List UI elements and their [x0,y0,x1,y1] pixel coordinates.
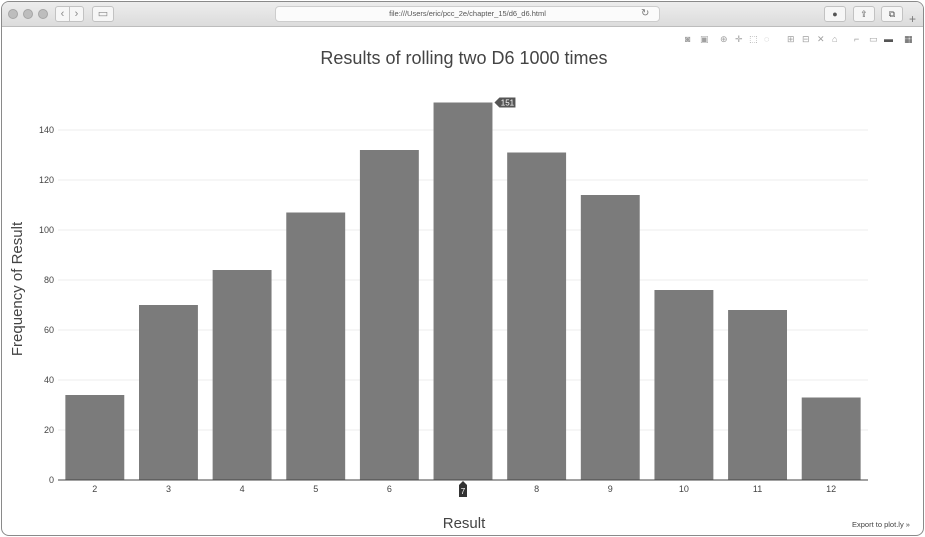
x-axis-ticks: 2 3 4 5 6 8 9 10 11 12 [92,484,836,494]
zoom-icon[interactable]: ⊕ [720,34,728,44]
sidebar-icon: ▭ [97,8,109,20]
x-tick-label: 12 [826,484,836,494]
sidebar-button[interactable]: ▭ [92,6,114,22]
bar[interactable] [139,305,198,480]
y-tick-label: 120 [39,175,54,185]
share-button[interactable]: ⇪ [853,6,875,22]
address-bar[interactable]: file:///Users/eric/pcc_2e/chapter_15/d6_… [275,6,660,22]
bar[interactable] [654,290,714,480]
y-tick-label: 140 [39,125,54,135]
pan-icon[interactable]: ✛ [735,34,743,44]
x-tick-label: 10 [679,484,689,494]
export-link[interactable]: Export to plot.ly » [852,520,910,529]
bar[interactable] [801,397,861,481]
bar[interactable] [507,152,567,481]
hover-value-box [494,97,516,108]
bar[interactable] [728,310,787,480]
zoom-out-icon[interactable]: ⊟ [802,34,810,44]
chevron-right-icon: › [74,8,79,20]
minimize-window-button[interactable] [23,9,33,19]
hover-category-label: 7 [461,487,466,496]
hover-value-label: 151 [501,99,515,108]
hover-closest-icon[interactable]: ▭ [869,34,878,44]
x-axis-title: Result [443,515,486,532]
x-tick-label: 4 [240,484,245,494]
new-tab-button[interactable]: + [909,12,917,26]
x-tick-label: 9 [608,484,613,494]
zoom-window-button[interactable] [38,9,48,19]
tabs-button[interactable]: ⧉ [881,6,903,22]
back-button[interactable]: ‹ [55,6,70,22]
bar[interactable] [286,212,346,481]
y-axis-ticks: 0 20 40 60 80 100 120 140 [39,125,54,485]
bar[interactable] [433,102,493,481]
y-axis-title: Frequency of Result [9,221,26,356]
reload-icon[interactable]: ↻ [641,8,650,19]
y-tick-label: 0 [49,475,54,485]
title-bar: ‹ › ▭ file:///Users/eric/pcc_2e/chapter_… [2,2,923,27]
x-tick-label: 3 [166,484,171,494]
box-select-icon[interactable]: ⬚ [749,34,758,44]
bar[interactable] [65,395,125,480]
x-tick-label: 8 [534,484,539,494]
zoom-in-icon[interactable]: ⊞ [787,34,795,44]
share-icon: ⇪ [860,9,868,19]
save-icon[interactable]: ▣ [700,34,709,44]
x-tick-label: 6 [387,484,392,494]
close-window-button[interactable] [8,9,18,19]
autoscale-icon[interactable]: ✕ [817,34,825,44]
plotly-logo-icon[interactable]: ▦ [904,34,913,44]
downloads-button[interactable]: ● [824,6,846,22]
camera-icon[interactable]: ◙ [685,34,691,44]
x-tick-label: 11 [753,484,762,494]
tabs-icon: ⧉ [888,9,896,19]
spike-icon[interactable]: ⌐ [854,34,860,44]
hover-compare-icon[interactable]: ▬ [884,34,893,44]
x-tick-label: 5 [313,484,318,494]
bars [65,102,861,481]
lasso-icon[interactable]: ◌ [764,34,770,44]
y-tick-label: 100 [39,225,54,235]
y-tick-label: 20 [44,425,54,435]
hover-category-box [459,481,467,497]
bar[interactable] [580,195,640,480]
y-tick-label: 60 [44,325,54,335]
chart-title: Results of rolling two D6 1000 times [320,48,607,68]
y-tick-label: 80 [44,275,54,285]
download-icon: ● [832,9,838,19]
x-tick-label: 2 [92,484,97,494]
bar[interactable] [212,270,272,480]
chevron-left-icon: ‹ [60,8,65,20]
y-tick-label: 40 [44,375,54,385]
bar[interactable] [359,150,419,480]
home-icon[interactable]: ⌂ [832,34,838,44]
forward-button[interactable]: › [69,6,84,22]
